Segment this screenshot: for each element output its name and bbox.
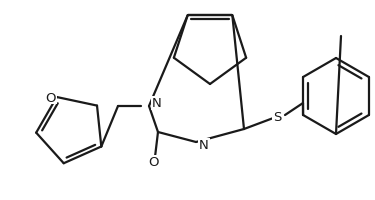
- Text: O: O: [45, 91, 56, 104]
- Text: N: N: [152, 97, 162, 110]
- Text: N: N: [199, 139, 209, 152]
- Text: S: S: [273, 111, 281, 124]
- Text: O: O: [149, 156, 159, 169]
